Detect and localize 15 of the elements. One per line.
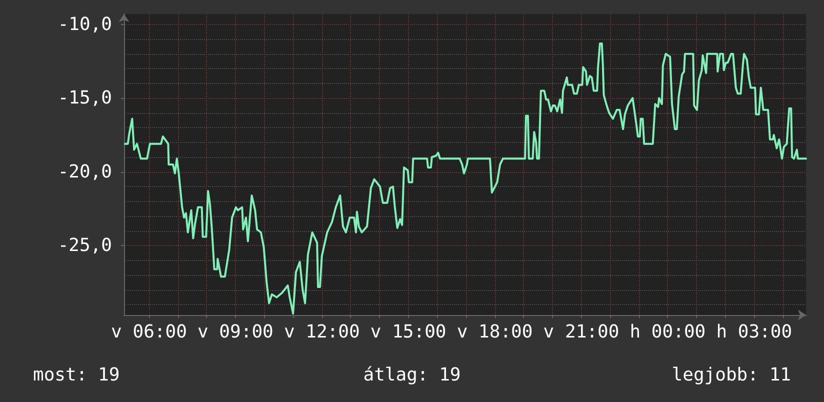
y-tick-label: -15,0: [58, 88, 112, 109]
x-tick-label: h 00:00: [630, 322, 706, 342]
x-tick-label: v 18:00: [456, 322, 533, 342]
x-tick-label: v 12:00: [284, 322, 360, 342]
y-tick-label: -20,0: [58, 161, 112, 182]
x-tick-label: v 21:00: [543, 322, 620, 342]
y-tick-label: -25,0: [58, 235, 112, 256]
x-tick-label: h 03:00: [716, 322, 792, 342]
text: most: 19: [33, 364, 120, 386]
text: átlag: 19: [363, 364, 461, 386]
x-tick-label: v 09:00: [197, 322, 274, 342]
text: legjobb: 11: [672, 364, 791, 386]
y-tick-label: -10,0: [58, 14, 112, 35]
x-tick-label: v 06:00: [111, 322, 187, 342]
x-tick-label: v 15:00: [370, 322, 446, 342]
